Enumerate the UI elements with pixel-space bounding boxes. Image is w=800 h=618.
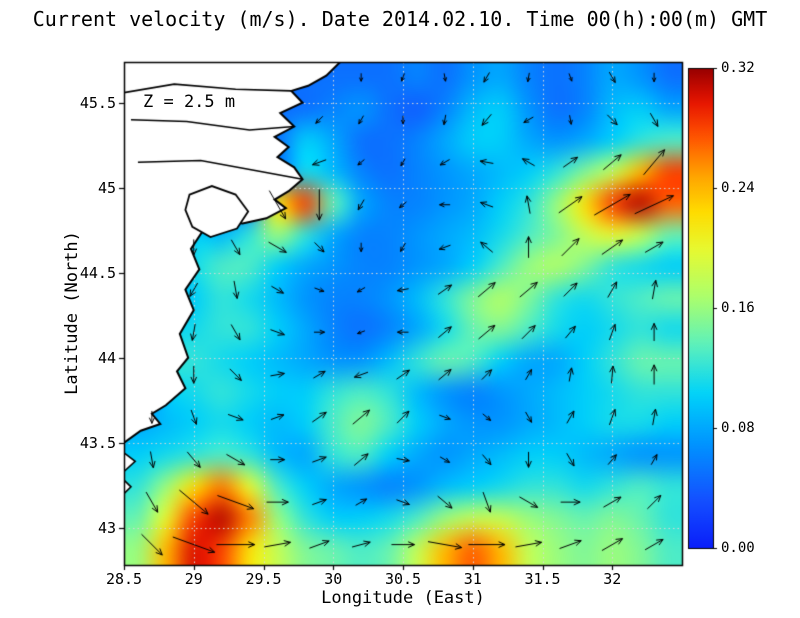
colorbar-tick-label: 0.00 <box>721 540 755 556</box>
y-axis-label: Latitude (North) <box>62 231 82 395</box>
colorbar-tick-label: 0.08 <box>721 420 755 436</box>
depth-annotation: Z = 2.5 m <box>143 92 236 112</box>
x-tick-label: 28.5 <box>105 570 143 588</box>
x-tick-label: 30.5 <box>384 570 422 588</box>
x-tick-label: 31.5 <box>524 570 561 588</box>
y-tick-label: 45.5 <box>79 93 116 112</box>
x-axis-label: Longitude (East) <box>321 588 485 608</box>
x-tick-label: 29 <box>184 570 203 588</box>
x-tick-label: 30 <box>324 570 343 588</box>
x-tick-label: 31 <box>463 570 482 588</box>
y-tick-label: 43 <box>97 518 116 537</box>
y-tick-label: 44.5 <box>79 263 116 282</box>
colorbar-tick-label: 0.32 <box>721 60 755 76</box>
colorbar-tick-label: 0.24 <box>721 180 755 196</box>
plot-title: Current velocity (m/s). Date 2014.02.10.… <box>32 7 768 31</box>
x-tick-label: 32 <box>603 570 622 588</box>
y-tick-label: 45 <box>97 178 116 197</box>
colorbar-tick-label: 0.16 <box>721 300 755 316</box>
x-tick-label: 29.5 <box>245 570 282 588</box>
y-tick-label: 44 <box>97 348 116 367</box>
y-tick-label: 43.5 <box>79 433 116 452</box>
